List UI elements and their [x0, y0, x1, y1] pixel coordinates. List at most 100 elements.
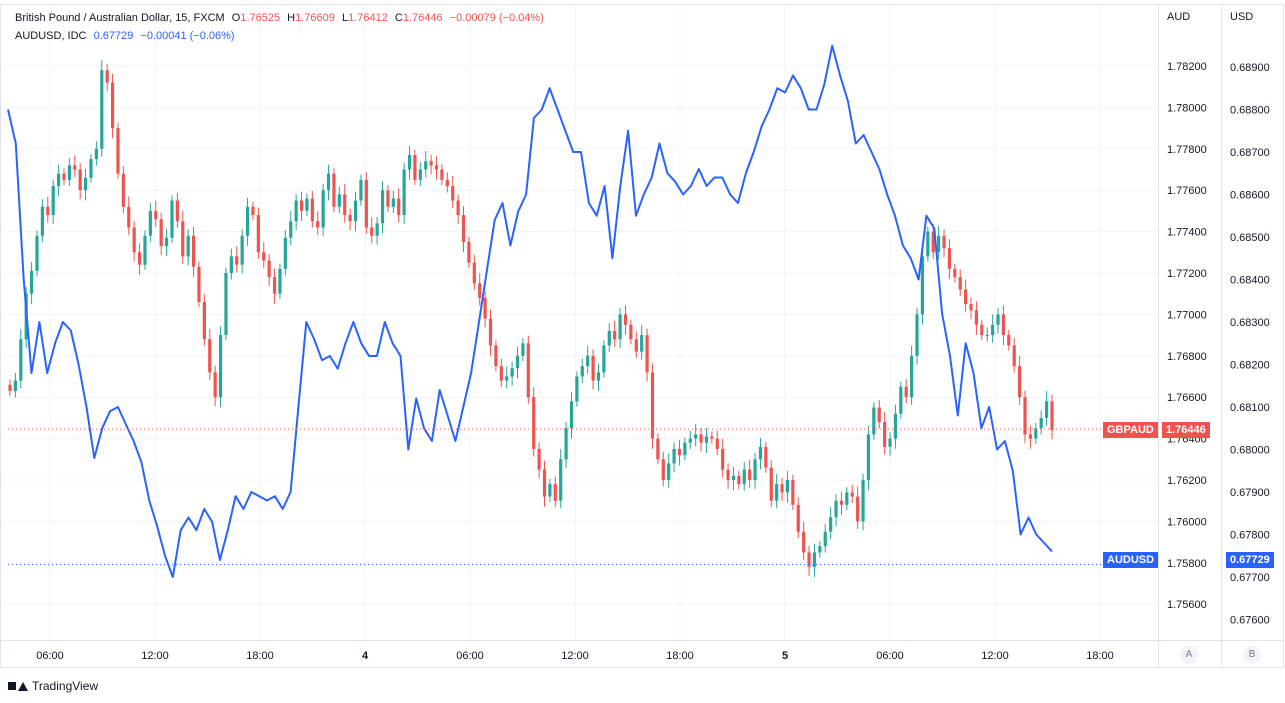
candle-body	[683, 442, 687, 456]
candle-body	[272, 277, 277, 294]
candle-body	[866, 434, 871, 480]
candle-body	[1023, 397, 1027, 435]
candle-body	[116, 128, 120, 174]
candle-body	[656, 438, 660, 460]
legend-overlay: AUDUSD, IDC 0.67729 −0.00041 (−0.06%)	[15, 29, 235, 43]
candle-body	[283, 237, 287, 269]
candle-body	[186, 235, 190, 257]
candle-body	[397, 198, 401, 216]
time-tick-label: 18:00	[666, 650, 694, 662]
candle-body	[110, 82, 115, 129]
candle-body	[532, 397, 536, 449]
candle-body	[996, 314, 1000, 325]
candle-body	[251, 206, 255, 216]
candle-body	[1039, 417, 1043, 429]
candle-body	[980, 324, 984, 336]
auto-scale-button[interactable]: A	[1180, 646, 1198, 664]
audusd-symbol-badge: AUDUSD	[1103, 552, 1159, 568]
candle-body	[478, 283, 482, 298]
candle-body	[575, 376, 579, 402]
candle-body	[451, 186, 455, 201]
candle-body	[386, 190, 390, 207]
candle-body	[67, 165, 71, 180]
aud-tick-label: 1.77200	[1167, 268, 1207, 280]
candle-body	[364, 179, 368, 228]
aud-tick-label: 1.78000	[1167, 102, 1207, 114]
candle-body	[812, 552, 817, 567]
candle-body	[343, 194, 347, 216]
time-tick-label: 5	[782, 650, 788, 662]
candle-body	[164, 237, 169, 247]
candle-body	[645, 335, 649, 373]
time-tick-label: 12:00	[981, 650, 1009, 662]
candle-body	[785, 480, 790, 493]
candle-body	[1001, 314, 1006, 336]
candle-body	[181, 221, 185, 257]
candle-body	[245, 206, 250, 236]
audusd-price-badge: 0.67729	[1226, 552, 1274, 568]
candle-body	[715, 438, 719, 449]
candle-body	[564, 428, 568, 460]
candle-body	[461, 215, 466, 242]
candle-body	[515, 355, 520, 369]
candle-body	[818, 546, 822, 553]
tradingview-footer[interactable]: TradingView	[8, 679, 98, 693]
candle-body	[910, 355, 914, 398]
scale-toggle-button[interactable]: B	[1243, 646, 1261, 664]
candle-body	[191, 235, 196, 267]
candle-body	[926, 231, 930, 257]
candle-body	[1034, 428, 1038, 439]
aud-axis-unit: AUD	[1167, 11, 1191, 23]
candle-body	[586, 355, 590, 367]
usd-tick-label: 0.68500	[1230, 232, 1270, 244]
grid	[8, 5, 1158, 640]
candle-body	[947, 248, 952, 269]
candle-body	[105, 70, 109, 83]
candle-body	[332, 173, 336, 207]
candle-body	[132, 227, 136, 253]
time-tick-label: 4	[362, 650, 369, 662]
legend-main-title: British Pound / Australian Dollar, 15, F…	[15, 12, 225, 24]
usd-tick-label: 0.68900	[1230, 62, 1270, 74]
candle-body	[710, 436, 714, 439]
candle-body	[472, 262, 476, 284]
candle-body	[375, 223, 379, 236]
tradingview-logo-icon	[8, 680, 28, 692]
candle-body	[359, 179, 363, 201]
candle-body	[240, 235, 244, 265]
candle-body	[40, 206, 44, 236]
time-tick-label: 06:00	[36, 650, 64, 662]
candle-body	[100, 70, 104, 149]
candle-body	[985, 335, 989, 337]
candle-body	[305, 198, 309, 211]
candle-body	[121, 173, 125, 207]
candle-body	[942, 235, 946, 249]
candle-body	[310, 198, 314, 222]
tradingview-brand: TradingView	[32, 679, 99, 693]
candle-body	[224, 273, 228, 336]
legend-open-label: O	[231, 12, 241, 24]
candle-body	[94, 148, 98, 160]
legend-close-label: C	[394, 12, 403, 24]
audusd-line-series	[7, 44, 1053, 578]
candle-body	[35, 235, 39, 271]
candle-body	[931, 231, 935, 253]
time-tick-label: 18:00	[246, 650, 274, 662]
candle-body	[974, 310, 979, 325]
candle-body	[802, 531, 806, 553]
candle-body	[62, 173, 66, 180]
candle-body	[521, 343, 525, 356]
candle-body	[289, 221, 293, 238]
candle-body	[424, 161, 428, 170]
candle-body	[850, 492, 854, 497]
candle-body	[623, 314, 628, 325]
usd-tick-label: 0.68100	[1230, 402, 1270, 414]
candle-body	[154, 210, 158, 220]
candle-body	[148, 210, 152, 236]
candle-body	[640, 335, 644, 352]
candle-body	[650, 372, 655, 439]
axes: 1.78200 1.78000 1.77800 1.77600 1.77400 1.772…	[0, 4, 1284, 668]
candle-body	[278, 268, 282, 294]
aud-tick-label: 1.78200	[1167, 61, 1207, 73]
